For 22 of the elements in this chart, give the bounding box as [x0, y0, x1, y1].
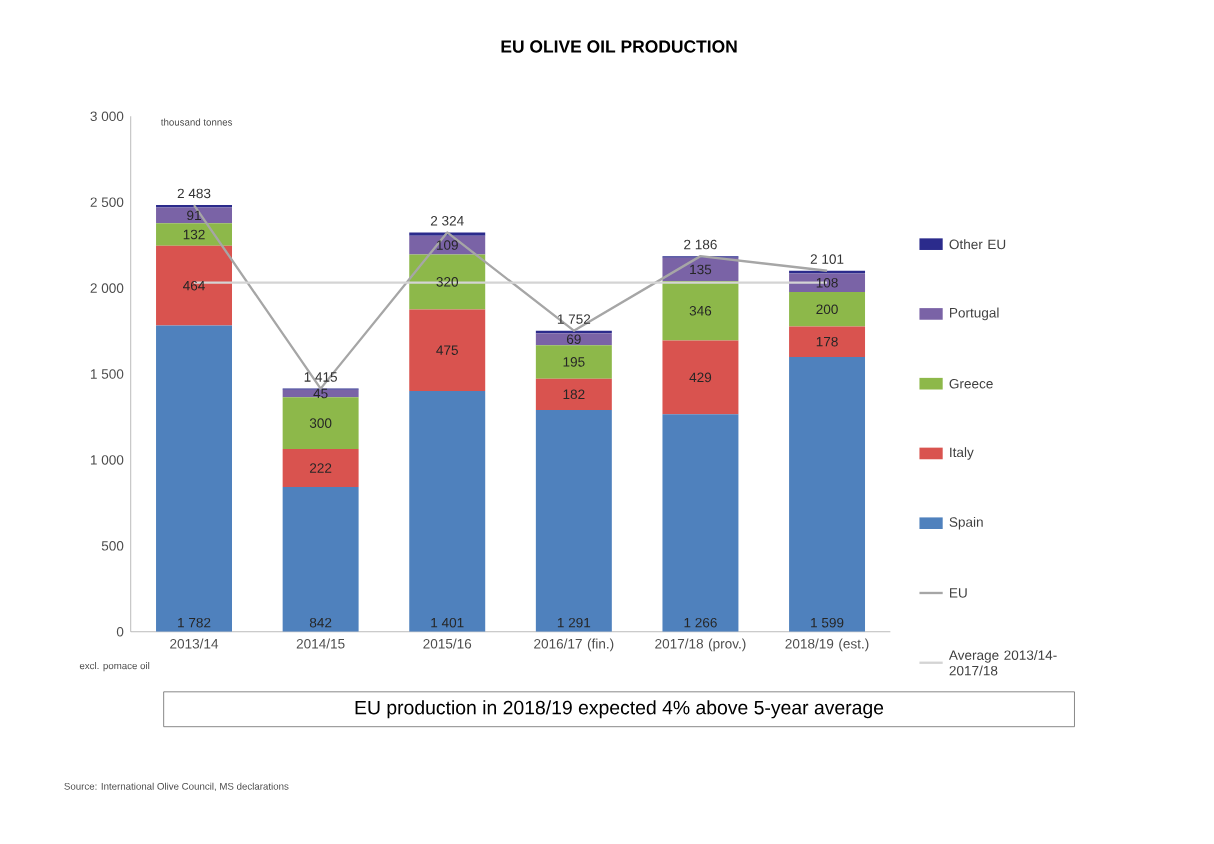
bar [156, 245, 233, 326]
bar [662, 280, 739, 341]
text: EU production in 2018/19 expected 4% above 5-year average [355, 699, 884, 718]
chart-title: EU OLIVE OIL PRODUCTION [501, 39, 737, 53]
bar [662, 340, 739, 414]
bar [156, 325, 233, 632]
bar [789, 356, 866, 632]
bar [535, 378, 612, 410]
bar [409, 253, 486, 309]
bar [535, 332, 612, 345]
bar [789, 291, 866, 326]
bar [156, 222, 233, 246]
bar [535, 409, 612, 632]
bar [789, 325, 866, 357]
bar [282, 448, 359, 487]
bar [789, 273, 866, 292]
bar [662, 413, 739, 632]
bar [535, 344, 612, 379]
bar [282, 396, 359, 449]
bar [409, 308, 486, 391]
bar [409, 390, 486, 632]
bar [282, 486, 359, 632]
